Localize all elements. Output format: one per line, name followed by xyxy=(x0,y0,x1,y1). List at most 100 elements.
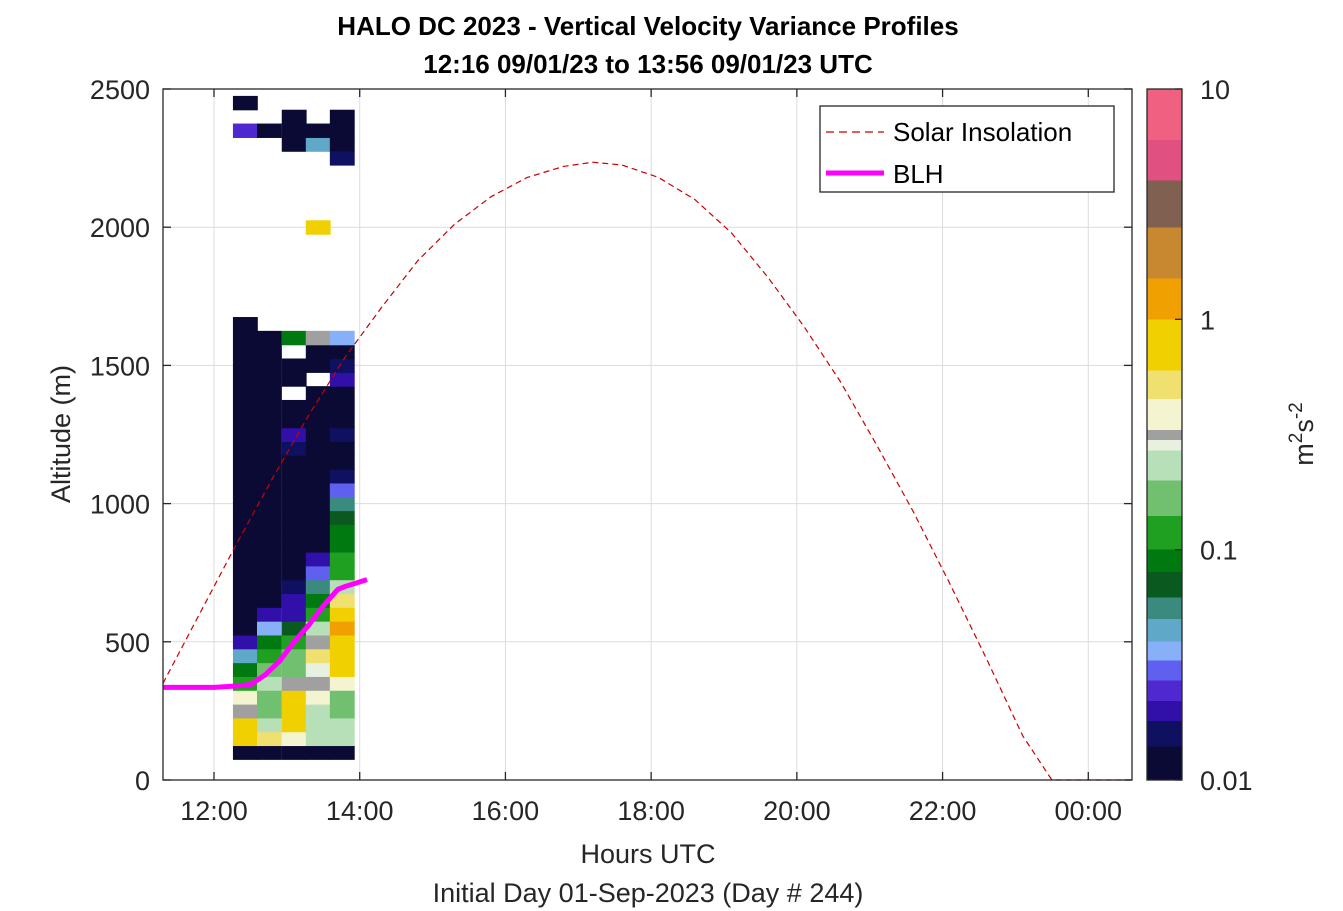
heatmap-cell xyxy=(305,538,331,553)
heatmap-cell xyxy=(305,579,331,595)
heatmap-cell xyxy=(305,690,331,705)
heatmap-cell xyxy=(329,330,355,346)
heatmap-cell xyxy=(305,427,331,443)
heatmap-cell xyxy=(256,538,282,553)
heatmap-cell xyxy=(256,676,282,691)
legend-solar-label: Solar Insolation xyxy=(893,117,1072,147)
heatmap-cell xyxy=(329,496,355,512)
heatmap-cell xyxy=(305,469,331,484)
series-blh xyxy=(163,577,368,690)
y-tick-label: 2000 xyxy=(90,213,150,243)
heatmap-cell xyxy=(281,524,307,539)
heatmap-cell xyxy=(232,372,258,387)
heatmap-cell xyxy=(329,358,355,373)
heatmap-cell xyxy=(232,648,258,664)
heatmap-cell xyxy=(232,579,258,595)
heatmap-cell xyxy=(232,538,258,553)
heatmap-cell xyxy=(256,510,282,525)
heatmap-cell xyxy=(305,634,331,650)
heatmap-cell xyxy=(232,731,258,747)
heatmap-cell xyxy=(256,551,282,567)
heatmap-cell xyxy=(256,482,282,498)
heatmap-cell xyxy=(232,441,258,456)
heatmap-cell xyxy=(232,413,258,429)
x-axis-label: Hours UTC xyxy=(580,839,715,869)
heatmap-cell xyxy=(281,538,307,553)
x-tick-label: 14:00 xyxy=(326,796,394,826)
heatmap-cell xyxy=(305,662,331,677)
heatmap-cell xyxy=(256,399,282,415)
heatmap-cell xyxy=(281,717,307,733)
heatmap-cell xyxy=(329,413,355,429)
colorbar-tick-label: 10 xyxy=(1200,75,1230,105)
y-tick-label: 1000 xyxy=(90,490,150,520)
heatmap-cell xyxy=(281,109,307,125)
heatmap-cell xyxy=(305,510,331,525)
heatmap-cell xyxy=(256,717,282,733)
heatmap-cell xyxy=(329,109,355,125)
heatmap-cell xyxy=(281,330,307,346)
x-tick-label: 18:00 xyxy=(617,796,685,826)
colorbar-tick-label: 0.1 xyxy=(1200,536,1238,566)
heatmap-cell xyxy=(281,565,307,581)
heatmap-cell xyxy=(232,634,258,650)
heatmap-cell xyxy=(329,137,355,152)
heatmap-cell xyxy=(256,593,282,608)
heatmap-cell xyxy=(329,731,355,747)
heatmap-cell xyxy=(281,427,307,443)
x-tick-label: 00:00 xyxy=(1054,796,1122,826)
heatmap-cell xyxy=(305,413,331,429)
heatmap-cell xyxy=(329,372,355,387)
heatmap-cell xyxy=(256,344,282,360)
colorbar-tick-label: 1 xyxy=(1200,305,1215,335)
heatmap-cell xyxy=(281,399,307,415)
heatmap-cell xyxy=(281,731,307,747)
heatmap-cell xyxy=(329,524,355,539)
heatmap-cell xyxy=(256,469,282,484)
heatmap-cell xyxy=(232,123,258,138)
heatmap-cell xyxy=(232,662,258,677)
heatmap-cell xyxy=(281,593,307,608)
heatmap-cell xyxy=(329,538,355,553)
heatmap-cell xyxy=(256,690,282,705)
heatmap-cell xyxy=(256,634,282,650)
heatmap-cell xyxy=(305,358,331,373)
heatmap-cell xyxy=(329,386,355,401)
heatmap-cell xyxy=(256,496,282,512)
heatmap-cell xyxy=(232,455,258,470)
heatmap-cell xyxy=(256,607,282,622)
heatmap-cell xyxy=(232,565,258,581)
heatmap-cell xyxy=(329,482,355,498)
heatmap-cell xyxy=(329,441,355,456)
heatmap-cell xyxy=(281,413,307,429)
heatmap-cell xyxy=(232,496,258,512)
heatmap-cell xyxy=(281,441,307,456)
heatmap-cell xyxy=(305,123,331,138)
heatmap-cell xyxy=(305,137,331,152)
heatmap-cell xyxy=(329,593,355,608)
x-tick-label: 22:00 xyxy=(909,796,977,826)
heatmap-cell xyxy=(232,690,258,705)
heatmap-cell xyxy=(256,745,282,760)
heatmap-cell xyxy=(329,607,355,622)
heatmap-cell xyxy=(329,745,355,760)
heatmap-cell xyxy=(256,123,282,138)
heatmap-cell xyxy=(281,690,307,705)
y-axis-ticks: 0 500 1000 1500 2000 2500 xyxy=(90,75,1132,796)
heatmap-cell xyxy=(256,524,282,539)
heatmap-cell xyxy=(281,455,307,470)
heatmap-cell xyxy=(281,579,307,595)
heatmap-cell xyxy=(281,496,307,512)
heatmap-cell xyxy=(256,386,282,401)
heatmap-cell xyxy=(281,745,307,760)
heatmap-cell xyxy=(329,565,355,581)
heatmap-cell xyxy=(256,441,282,456)
heatmap-cell xyxy=(281,662,307,677)
heatmap-cell xyxy=(281,703,307,719)
heatmap-cell xyxy=(281,123,307,138)
heatmap-cell xyxy=(232,95,258,111)
heatmap-cell xyxy=(232,524,258,539)
heatmap-cell xyxy=(329,621,355,636)
chart-title: HALO DC 2023 - Vertical Velocity Varianc… xyxy=(337,11,958,41)
heatmap-cell xyxy=(329,717,355,733)
